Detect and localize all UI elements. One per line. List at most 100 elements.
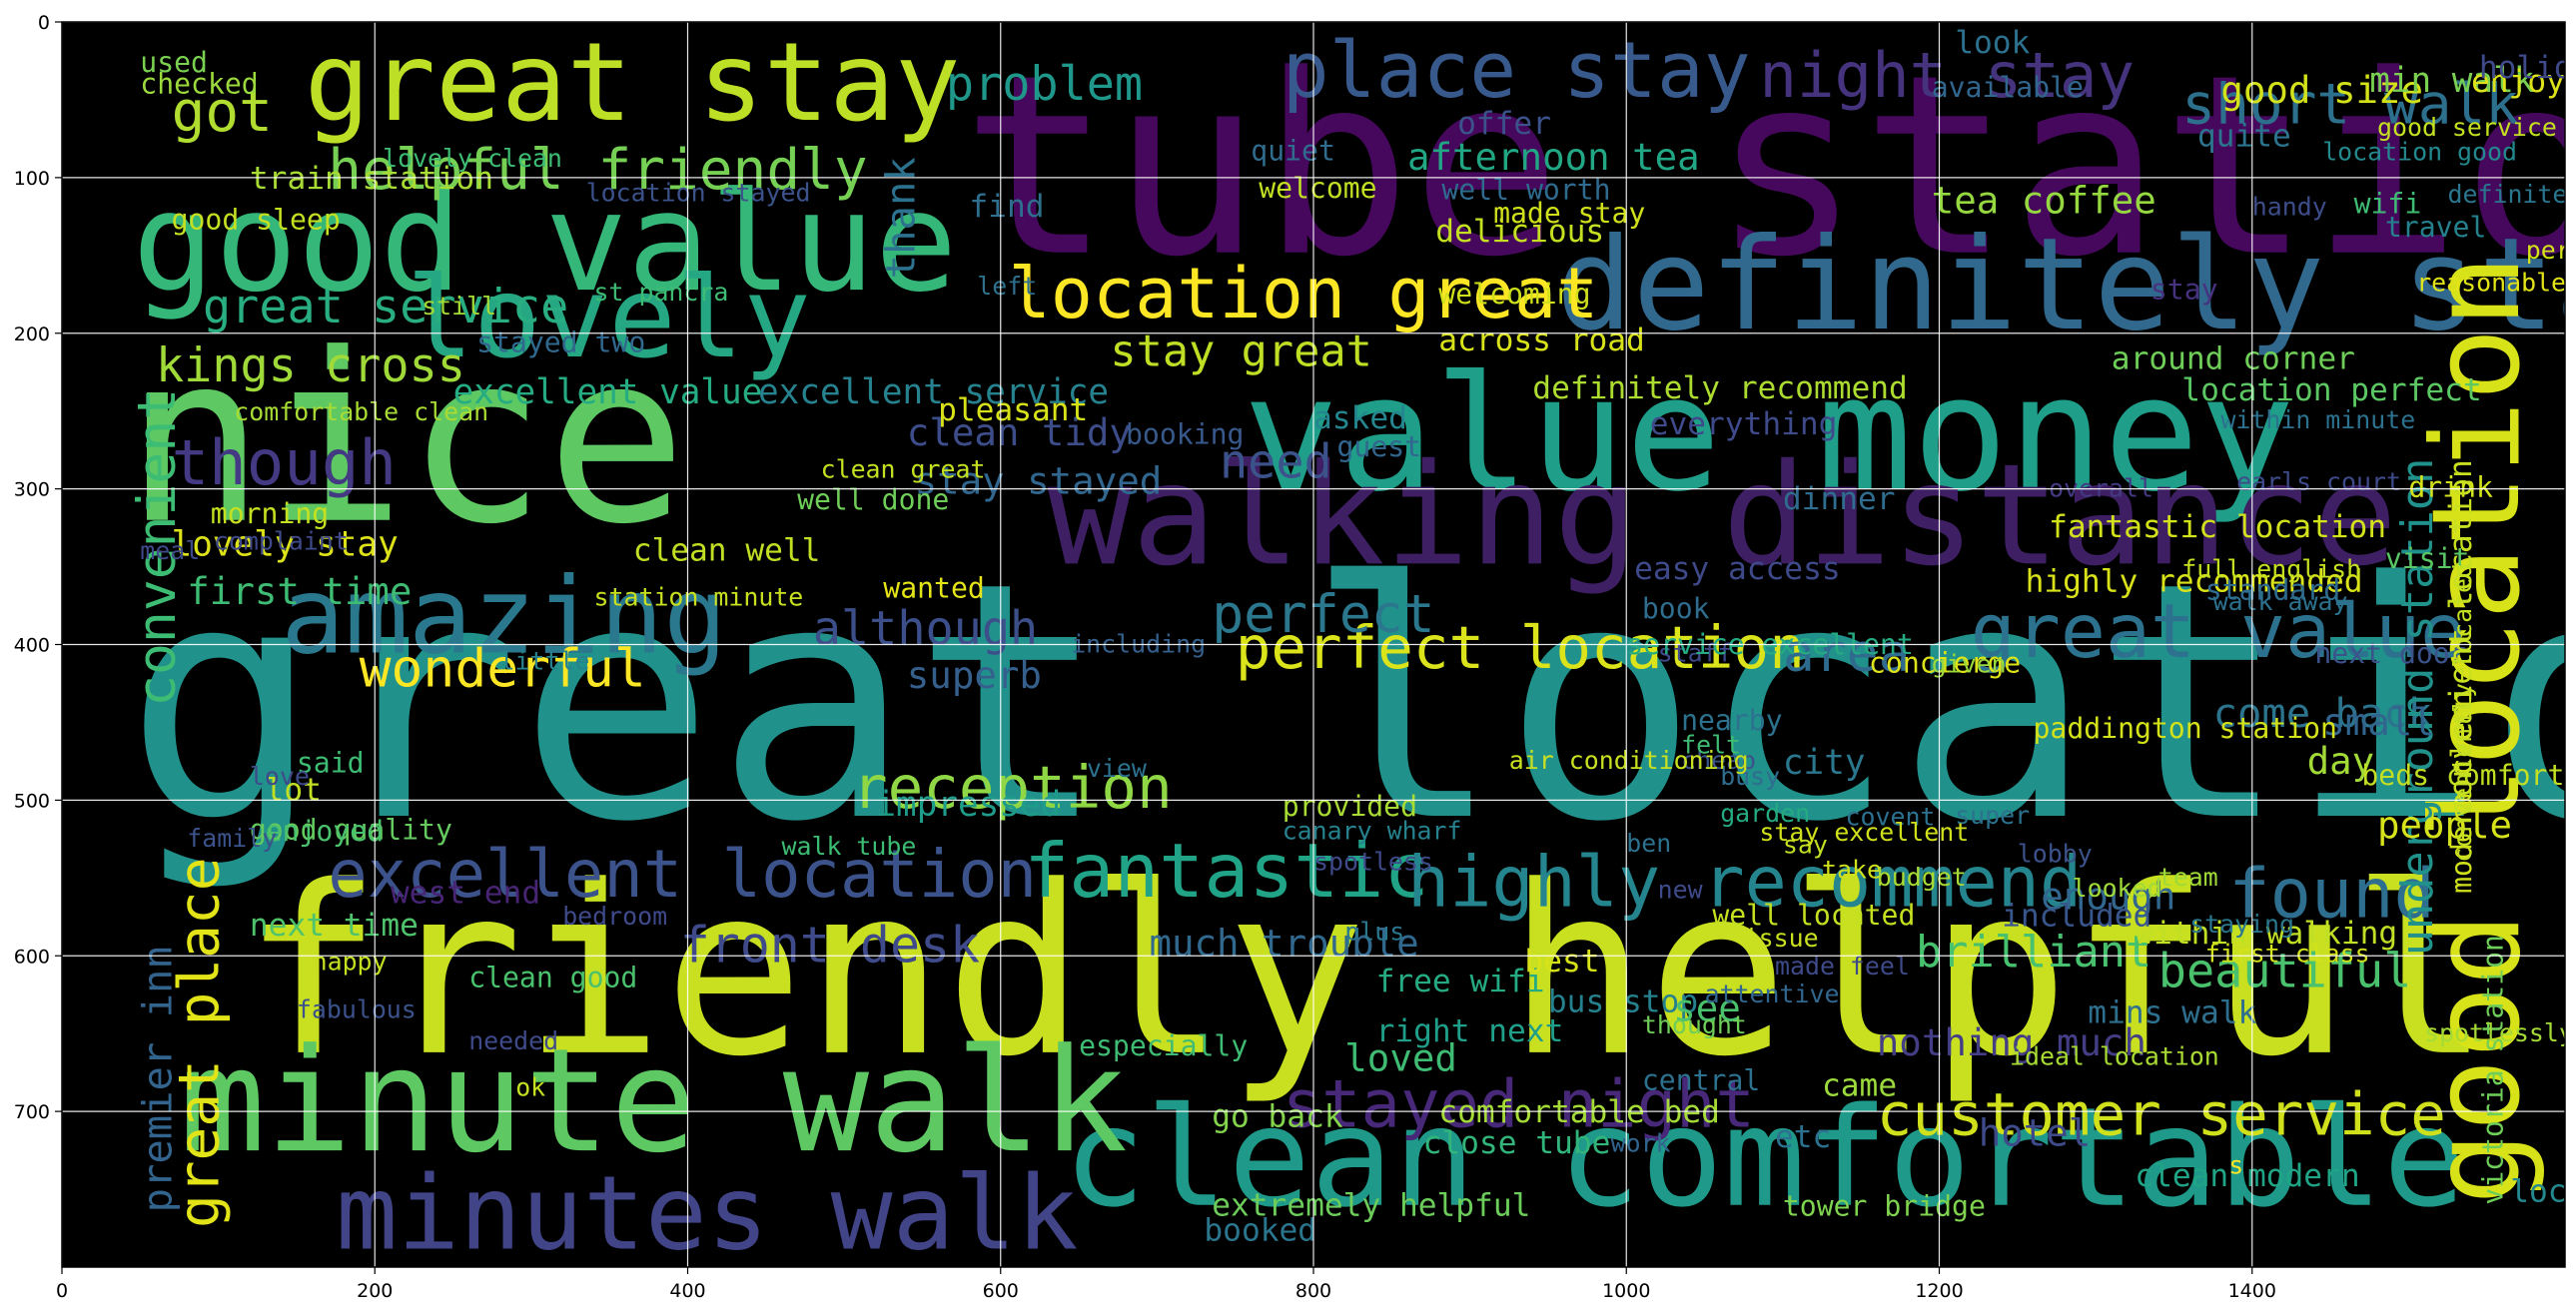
word-stay-stayed: stay stayed <box>915 458 1163 502</box>
word-clean-good: clean good <box>468 961 637 993</box>
word-definitely-recommend: definitely recommend <box>1532 370 1908 406</box>
word-wonderful: wonderful <box>360 639 646 700</box>
word-book: book <box>1642 592 1710 625</box>
word-bedroom: bedroom <box>562 902 667 931</box>
word-much-trouble: much trouble <box>1150 921 1419 965</box>
word-ben: ben <box>1626 829 1671 858</box>
word-family: family <box>187 824 277 853</box>
word-well-worth: well worth <box>1441 174 1610 207</box>
word-good-size: good size <box>2220 68 2423 112</box>
word-ideal-location: ideal location <box>2010 1041 2219 1070</box>
word-staff: staff <box>1658 639 1733 668</box>
word-earls-court: earls court <box>2236 467 2401 496</box>
word-definitely: definitely <box>2448 180 2576 209</box>
x-tick-label: 600 <box>983 1280 1019 1302</box>
word-got: got <box>172 80 273 145</box>
word-hotel: hotel <box>1979 1110 2092 1154</box>
word-work: work <box>1611 1129 1671 1158</box>
word-came: came <box>1822 1068 1897 1104</box>
word-staying: staying <box>2189 910 2294 939</box>
word-excellent-value: excellent value <box>453 372 763 412</box>
word-welcome: welcome <box>1259 172 1376 205</box>
word-tea-coffee: tea coffee <box>1932 179 2156 223</box>
word-comfortable-bed: comfortable bed <box>1438 1094 1720 1130</box>
word-quiet: quiet <box>1251 135 1335 168</box>
word-stay: stay <box>2150 274 2218 307</box>
word-look: look <box>1955 25 2030 61</box>
word-friendly-helpful: friendly helpful <box>242 837 2491 1108</box>
word-location-stayed: location stayed <box>586 178 811 207</box>
x-tick-label: 800 <box>1295 1280 1331 1302</box>
word-love: love <box>250 762 310 791</box>
word-excellent-location: excellent location <box>328 837 1037 913</box>
word-looked: looked <box>2073 874 2162 903</box>
word-great-stay: great stay <box>305 19 961 146</box>
word-wanted: wanted <box>883 572 984 605</box>
word-right-next: right next <box>1376 1013 1564 1049</box>
word-next-door: next door <box>2314 637 2466 670</box>
word-drink: drink <box>2408 470 2493 503</box>
word-well-located: well located <box>1712 899 1915 932</box>
word-pleasant: pleasant <box>938 392 1088 428</box>
word-issue: issue <box>1744 924 1819 953</box>
word-little: little <box>500 646 590 675</box>
word-including: including <box>1071 629 1206 658</box>
y-axis: 0 100 200 300 400 500 600 700 <box>14 12 62 1123</box>
word-fantastic-location: fantastic location <box>2049 509 2386 545</box>
word-new: new <box>1658 876 1703 905</box>
word-view: view <box>1087 754 1147 783</box>
word-around-corner: around corner <box>2112 341 2355 377</box>
word-available: available <box>1932 71 2084 104</box>
word-good-sleep: good sleep <box>172 203 341 236</box>
word-booked: booked <box>1204 1213 1316 1249</box>
word-helpful-friendly: helpful friendly <box>328 138 867 203</box>
word-amazing: amazing <box>281 554 727 677</box>
word-layer: great locationfriendly helpful tube stati… <box>125 19 2576 1267</box>
word-close-tube: close tube <box>1423 1125 1611 1161</box>
word-perfect-location: perfect location <box>1236 613 1805 682</box>
word-full-english: full english <box>2181 555 2361 584</box>
word-complaint: complaint <box>214 526 349 555</box>
word-lot: lot <box>266 772 322 808</box>
word-city: city <box>1783 743 1866 783</box>
word-clean-comfortable: clean comfortable <box>1063 1079 2465 1238</box>
word-extremely-helpful: extremely helpful <box>1212 1188 1530 1224</box>
word-walk-tube: walk tube <box>782 832 917 861</box>
word-paddington-station: paddington station <box>2034 712 2337 745</box>
y-tick-label: 200 <box>14 324 50 345</box>
word-stay-excellent: stay excellent <box>1759 818 1969 847</box>
word-kings-cross: kings cross <box>156 339 465 393</box>
word-great-place: great place <box>168 858 233 1228</box>
word-overall: overall <box>2049 473 2153 502</box>
x-tick-label: 1400 <box>2228 1280 2276 1302</box>
word-enough: enough <box>2041 875 2175 919</box>
word-made-stay: made stay <box>1493 197 1645 230</box>
word-modern-clean: modern clean <box>2445 691 2478 894</box>
word-first-class: first class <box>2205 940 2370 969</box>
word-easy-access: easy access <box>1634 551 1841 587</box>
word-train-station: train station <box>250 161 493 197</box>
word-location-excellent: location excellent <box>2510 1174 2576 1210</box>
word-still: still <box>422 292 496 321</box>
word-beautiful: beautiful <box>2158 945 2412 998</box>
word-stayed-two: stayed two <box>476 327 645 359</box>
word-included: included <box>2002 899 2151 935</box>
x-tick-label: 200 <box>357 1280 393 1302</box>
x-axis: 0 200 400 600 800 1000 1200 1400 <box>56 1267 2276 1302</box>
word-covent: covent <box>1846 802 1936 831</box>
word-s: s <box>2228 1151 2243 1180</box>
word-plus: plus <box>1344 918 1404 947</box>
word-nothing-much: nothing much <box>1877 1020 2147 1064</box>
word-underground-station: underground station <box>2393 458 2443 957</box>
word-find: find <box>969 189 1044 225</box>
word-super: super <box>1955 801 2030 830</box>
word-thank: thank <box>877 157 925 279</box>
word-beds-comfortable: beds comfortable <box>2361 759 2576 792</box>
word-value-money: value money <box>1244 342 2295 527</box>
word-offer: offer <box>1457 106 1551 142</box>
word-enjoyed-stay: enjoyed stay <box>2471 64 2576 100</box>
y-tick-label: 0 <box>38 12 50 34</box>
word-felt: felt <box>1681 731 1741 760</box>
word-spotless: spotless <box>1313 848 1433 877</box>
